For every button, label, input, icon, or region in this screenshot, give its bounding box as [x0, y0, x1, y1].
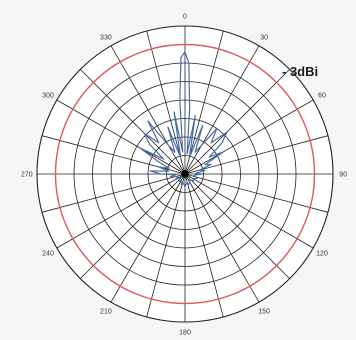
- angle-tick-labels: 0 30 60 90 120 150 180 210 240 270 300 330: [21, 13, 347, 336]
- reference-ring: [54, 43, 316, 305]
- grid-spoke: [184, 173, 314, 249]
- angle-tick-label: 270: [21, 172, 33, 179]
- center-dot: [181, 170, 189, 178]
- grid-spoke: [110, 45, 186, 175]
- gain-annotation: - 3dBi: [282, 64, 318, 79]
- grid-spoke: [80, 69, 186, 175]
- grid-spoke: [146, 173, 186, 318]
- grid-spoke: [184, 135, 329, 175]
- grid-spoke: [184, 173, 329, 213]
- angle-tick-label: 330: [100, 35, 112, 42]
- grid-spoke: [184, 173, 224, 318]
- grid-spoke: [184, 173, 290, 279]
- grid-spoke: [146, 30, 186, 175]
- angle-tick-label: 90: [339, 172, 347, 179]
- angle-tick-label: 120: [316, 251, 328, 258]
- angle-tick-label: 30: [260, 35, 268, 42]
- series-layer: [139, 51, 228, 188]
- grid-spoke: [110, 173, 186, 303]
- angle-tick-label: 150: [258, 309, 270, 316]
- grid-spoke: [80, 173, 186, 279]
- reference-ring-circle: [54, 43, 316, 305]
- grid-spoke: [184, 45, 260, 175]
- angle-tick-label: 300: [42, 92, 54, 99]
- grid-spoke: [41, 173, 186, 213]
- angle-tick-label: 180: [179, 330, 191, 337]
- grid-spoke: [184, 99, 314, 175]
- series-line: [139, 51, 228, 188]
- angle-tick-label: 60: [318, 92, 326, 99]
- angle-tick-label: 0: [183, 13, 187, 20]
- angle-tick-label: 240: [42, 251, 54, 258]
- grid-spoke: [56, 173, 186, 249]
- grid-spoke: [184, 69, 290, 175]
- angle-tick-label: 210: [100, 309, 112, 316]
- grid-spoke: [184, 30, 224, 175]
- grid-spoke: [56, 99, 186, 175]
- grid-spoke: [184, 173, 260, 303]
